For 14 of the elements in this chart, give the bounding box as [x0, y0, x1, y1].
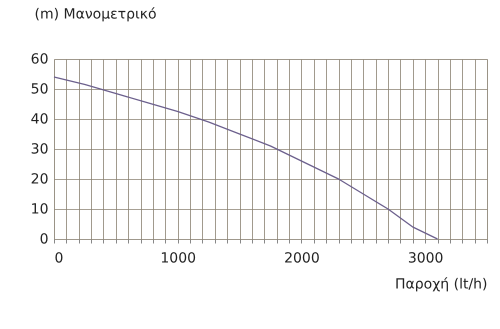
y-tick-label: 0	[40, 232, 48, 248]
y-tick-label: 20	[30, 172, 48, 188]
line-series	[53, 76, 438, 240]
x-tick-label: 0	[54, 250, 64, 266]
y-tick-label: 30	[30, 142, 48, 158]
y-tick-label: 10	[30, 202, 48, 218]
y-tick-label: 40	[30, 112, 48, 128]
x-tick-label: 3000	[408, 250, 444, 266]
x-tick-label: 2000	[284, 250, 320, 266]
y-tick-label: 60	[30, 52, 48, 68]
x-axis-title: Παροχή (lt/h)	[394, 276, 488, 292]
x-tick-label: 1000	[160, 250, 196, 266]
y-axis-title: (m) Μανομετρικό	[34, 6, 157, 22]
y-tick-label: 50	[30, 82, 48, 98]
